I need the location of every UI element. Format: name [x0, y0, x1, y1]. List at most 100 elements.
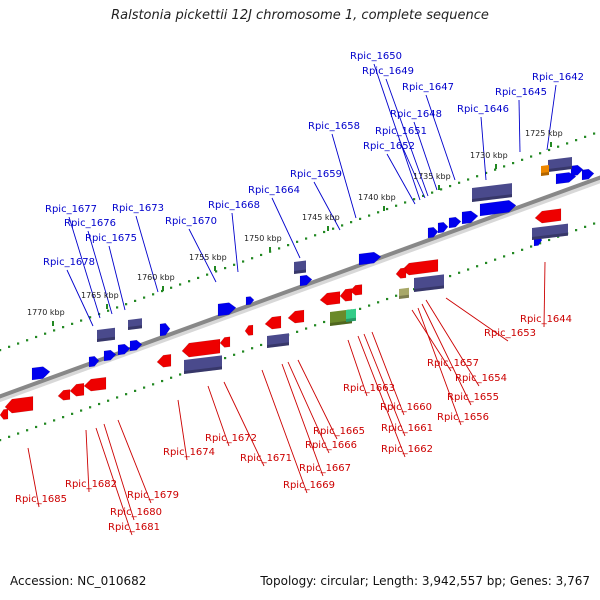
- reverse-gene-shape: [339, 288, 353, 302]
- upper-track-dot: [242, 260, 245, 263]
- reverse-gene: [349, 284, 363, 296]
- upper-track-dot: [116, 306, 119, 309]
- gene-label: Rpic_1666: [305, 440, 357, 451]
- forward-gene: [479, 200, 517, 217]
- forward-gene: [461, 210, 479, 225]
- upper-track-dot: [368, 214, 371, 217]
- gene-label: Rpic_1678: [43, 257, 95, 268]
- feature-box-shape: [184, 355, 222, 375]
- upper-track-dot: [44, 332, 47, 335]
- forward-gene-shape: [437, 222, 449, 234]
- gene-label: Rpic_1676: [64, 218, 116, 229]
- reverse-gene: [0, 408, 9, 420]
- forward-gene-shape: [217, 302, 237, 317]
- upper-track-dot: [296, 240, 299, 243]
- lower-track-dot: [44, 422, 47, 425]
- upper-track-dot: [17, 342, 20, 345]
- forward-gene: [437, 222, 449, 234]
- lower-track-dot: [71, 412, 74, 415]
- upper-track-dot: [449, 184, 452, 188]
- gene-label: Rpic_1669: [283, 480, 335, 491]
- feature-box-shade: [548, 166, 572, 172]
- gene-label: Rpic_1654: [455, 373, 507, 384]
- upper-track-dot: [62, 326, 65, 329]
- kbp-label: 1760 kbp: [137, 273, 175, 282]
- upper-track-dot: [431, 191, 434, 194]
- reverse-gene-shape: [181, 338, 221, 358]
- upper-track-dot: [224, 266, 227, 270]
- reverse-gene: [339, 288, 353, 302]
- gene-label: Rpic_1649: [362, 66, 414, 77]
- leader-line: [425, 94, 456, 181]
- forward-gene: [448, 216, 462, 229]
- reverse-gene-shape: [4, 396, 34, 414]
- gene-label: Rpic_1679: [127, 490, 179, 501]
- lower-track-dot: [368, 304, 371, 307]
- forward-gene-shape: [103, 349, 117, 362]
- lower-track-dot: [152, 383, 155, 386]
- leader-line: [518, 99, 521, 153]
- feature-box-shade: [532, 232, 568, 241]
- lower-track-dot: [98, 402, 101, 406]
- lower-track-dot: [359, 307, 362, 310]
- forward-gene: [103, 349, 117, 362]
- gene-label: Rpic_1674: [163, 447, 215, 458]
- reverse-gene-shape: [0, 408, 9, 420]
- leader-line: [27, 447, 40, 508]
- reverse-gene-shape: [287, 309, 305, 324]
- gene-label: Rpic_1644: [520, 314, 572, 325]
- gene-label: Rpic_1680: [110, 507, 162, 518]
- upper-track-dot: [413, 198, 416, 201]
- upper-track-dot: [161, 289, 164, 293]
- gene-label: Rpic_1646: [457, 104, 509, 115]
- reverse-gene-shape: [156, 353, 172, 368]
- feature-box: [532, 223, 568, 241]
- lower-track-dot: [485, 261, 488, 265]
- reverse-gene-shape: [395, 267, 407, 279]
- forward-gene-shape: [448, 216, 462, 229]
- upper-track-dot: [503, 165, 506, 168]
- leader-line: [417, 307, 462, 426]
- forward-gene: [88, 356, 100, 368]
- leader-line: [413, 121, 438, 191]
- reverse-gene-shape: [401, 259, 439, 276]
- leader-line: [480, 116, 487, 181]
- upper-track-dot: [260, 253, 263, 257]
- upper-track-dot: [53, 329, 56, 332]
- upper-track-dot: [197, 276, 200, 280]
- leader-lines: [27, 63, 557, 536]
- gene-label: Rpic_1682: [65, 479, 117, 490]
- gene-label: Rpic_1652: [363, 141, 415, 152]
- upper-track-dot: [215, 270, 218, 273]
- upper-track-dot: [467, 178, 470, 181]
- upper-track-dot: [206, 273, 209, 276]
- leader-line: [287, 361, 330, 454]
- orange-feature-shape: [541, 165, 549, 177]
- reverse-gene: [395, 267, 407, 279]
- leader-line: [223, 381, 265, 467]
- lower-track-dot: [467, 268, 470, 271]
- feature-box-shape: [414, 274, 444, 292]
- upper-track-dot: [521, 158, 524, 161]
- reverse-gene-shape: [349, 284, 363, 296]
- forward-gene: [299, 274, 313, 287]
- upper-track-dot: [188, 280, 191, 283]
- gene-label: Rpic_1667: [299, 463, 351, 474]
- feature-box-shade: [97, 336, 115, 342]
- upper-track-dot: [107, 309, 110, 312]
- forward-gene: [159, 323, 171, 337]
- feature-box-shade: [128, 325, 142, 331]
- leader-line: [313, 181, 341, 231]
- leader-line: [87, 230, 113, 315]
- feature-box-shape: [97, 327, 115, 342]
- leader-line: [421, 303, 472, 406]
- reverse-gene: [57, 389, 71, 401]
- gene-label: Rpic_1645: [495, 87, 547, 98]
- reverse-gene-shape: [264, 315, 282, 330]
- gene-label: Rpic_1675: [85, 233, 137, 244]
- leader-line: [386, 153, 416, 205]
- upper-track-dot: [557, 145, 560, 148]
- feature-box-shape: [294, 260, 306, 274]
- gene-label: Rpic_1660: [380, 402, 432, 413]
- label-layer: 1725 kbp 1730 kbp 1735 kbp 1740 kbp 1745 kbp…: [15, 51, 584, 533]
